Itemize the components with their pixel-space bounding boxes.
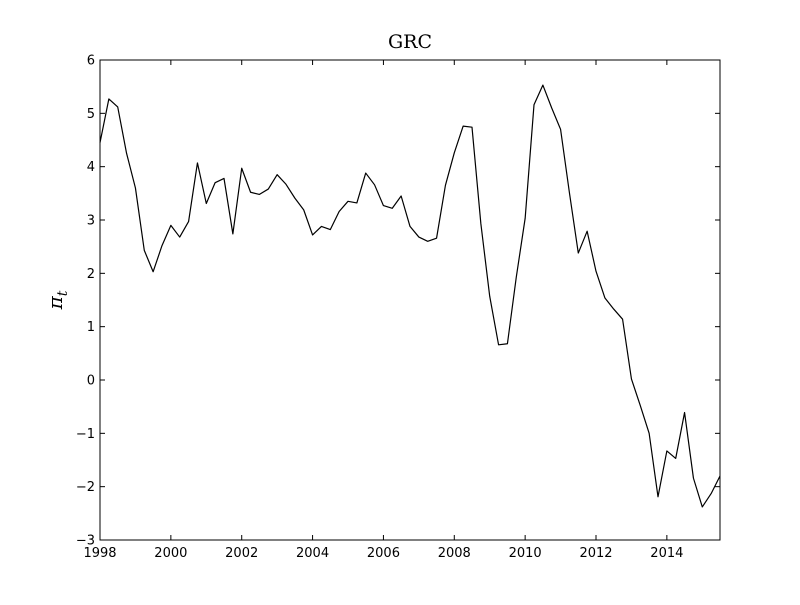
- x-tick-label: 2012: [579, 546, 612, 561]
- x-tick-label: 2002: [225, 546, 258, 561]
- y-tick-label: 5: [87, 107, 95, 122]
- y-tick-label: −1: [76, 427, 95, 442]
- y-axis-label-subscript: t: [55, 290, 71, 296]
- x-tick-label: 2000: [154, 546, 187, 561]
- plot-frame: [99, 59, 721, 541]
- y-tick-label: 4: [87, 160, 95, 175]
- x-tick-label: 2010: [509, 546, 542, 561]
- x-tick-label: 2004: [296, 546, 329, 561]
- y-tick-label: 2: [87, 267, 95, 282]
- y-tick-label: 3: [87, 214, 95, 229]
- y-axis-label: πt: [43, 290, 71, 310]
- y-tick-label: 1: [87, 320, 95, 335]
- y-tick-label: 0: [87, 374, 95, 389]
- y-tick-label: −2: [76, 480, 95, 495]
- plot-layer: [99, 84, 721, 508]
- y-axis-label-main: π: [43, 295, 67, 310]
- x-tick-label: 2008: [438, 546, 471, 561]
- x-tick-label: 2006: [367, 546, 400, 561]
- series-line: [99, 84, 721, 508]
- y-tick-label: −3: [76, 534, 95, 549]
- ticks-layer: 1998 2000 2002 2004 2006 2008 2010 2012 2014−3−2…: [76, 54, 720, 561]
- chart-title: GRC: [388, 31, 432, 53]
- x-tick-label: 1998: [83, 546, 116, 561]
- x-tick-label: 2014: [650, 546, 683, 561]
- y-tick-label: 6: [87, 54, 95, 69]
